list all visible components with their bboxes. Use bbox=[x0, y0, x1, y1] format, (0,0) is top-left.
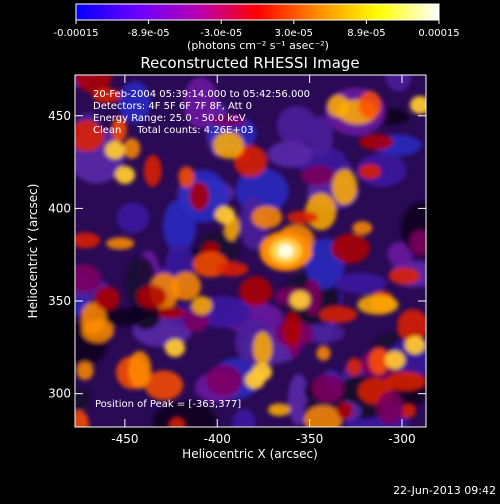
colorbar-ticks: -0.00015 -8.9e-05 -3.0e-05 3.0e-05 8.9e-05 0.… bbox=[54, 20, 460, 39]
info-line-time: 20-Feb-2004 05:39:14.000 to 05:42:56.000 bbox=[93, 89, 310, 100]
y-tick-label: 450 bbox=[48, 109, 71, 123]
timestamp: 22-Jun-2013 09:42 bbox=[393, 484, 496, 497]
colorbar-tick-label: -3.0e-05 bbox=[200, 28, 242, 39]
rhessi-image bbox=[75, 75, 426, 427]
colorbar-tick-label: 0.00015 bbox=[418, 28, 459, 39]
colorbar-tick-label: 8.9e-05 bbox=[347, 28, 385, 39]
x-tick-label: -400 bbox=[204, 432, 231, 446]
y-tick-label: 300 bbox=[48, 387, 71, 401]
x-tick-label: -350 bbox=[296, 432, 323, 446]
axis-ticks: -450 -400 -350 -300 300 350 400 450 bbox=[48, 75, 426, 446]
y-tick-label: 350 bbox=[48, 294, 71, 308]
y-tick-label: 400 bbox=[48, 201, 71, 215]
x-axis-label: Heliocentric X (arcsec) bbox=[182, 447, 318, 461]
peak-position-label: Position of Peak = [-363,377] bbox=[95, 399, 241, 410]
y-axis-label: Heliocentric Y (arcsec) bbox=[26, 184, 40, 319]
colorbar-unit-label: (photons cm⁻² s⁻¹ asec⁻²) bbox=[187, 39, 329, 52]
x-tick-label: -300 bbox=[388, 432, 415, 446]
image-title: Reconstructed RHESSI Image bbox=[140, 54, 359, 72]
info-line-detectors: Detectors: 4F 5F 6F 7F 8F, Att 0 bbox=[93, 101, 252, 112]
colorbar-tick-label: -0.00015 bbox=[54, 28, 99, 39]
info-line-energy: Energy Range: 25.0 - 50.0 keV bbox=[93, 113, 246, 124]
image-frame bbox=[74, 74, 427, 428]
colorbar-tick-label: -8.9e-05 bbox=[128, 28, 170, 39]
info-line-clean: Clean Total counts: 4.26E+03 bbox=[93, 125, 253, 136]
x-tick-label: -450 bbox=[111, 432, 138, 446]
colorbar bbox=[75, 3, 440, 21]
colorbar-tick-label: 3.0e-05 bbox=[275, 28, 313, 39]
observation-info: 20-Feb-2004 05:39:14.000 to 05:42:56.000… bbox=[93, 89, 310, 136]
